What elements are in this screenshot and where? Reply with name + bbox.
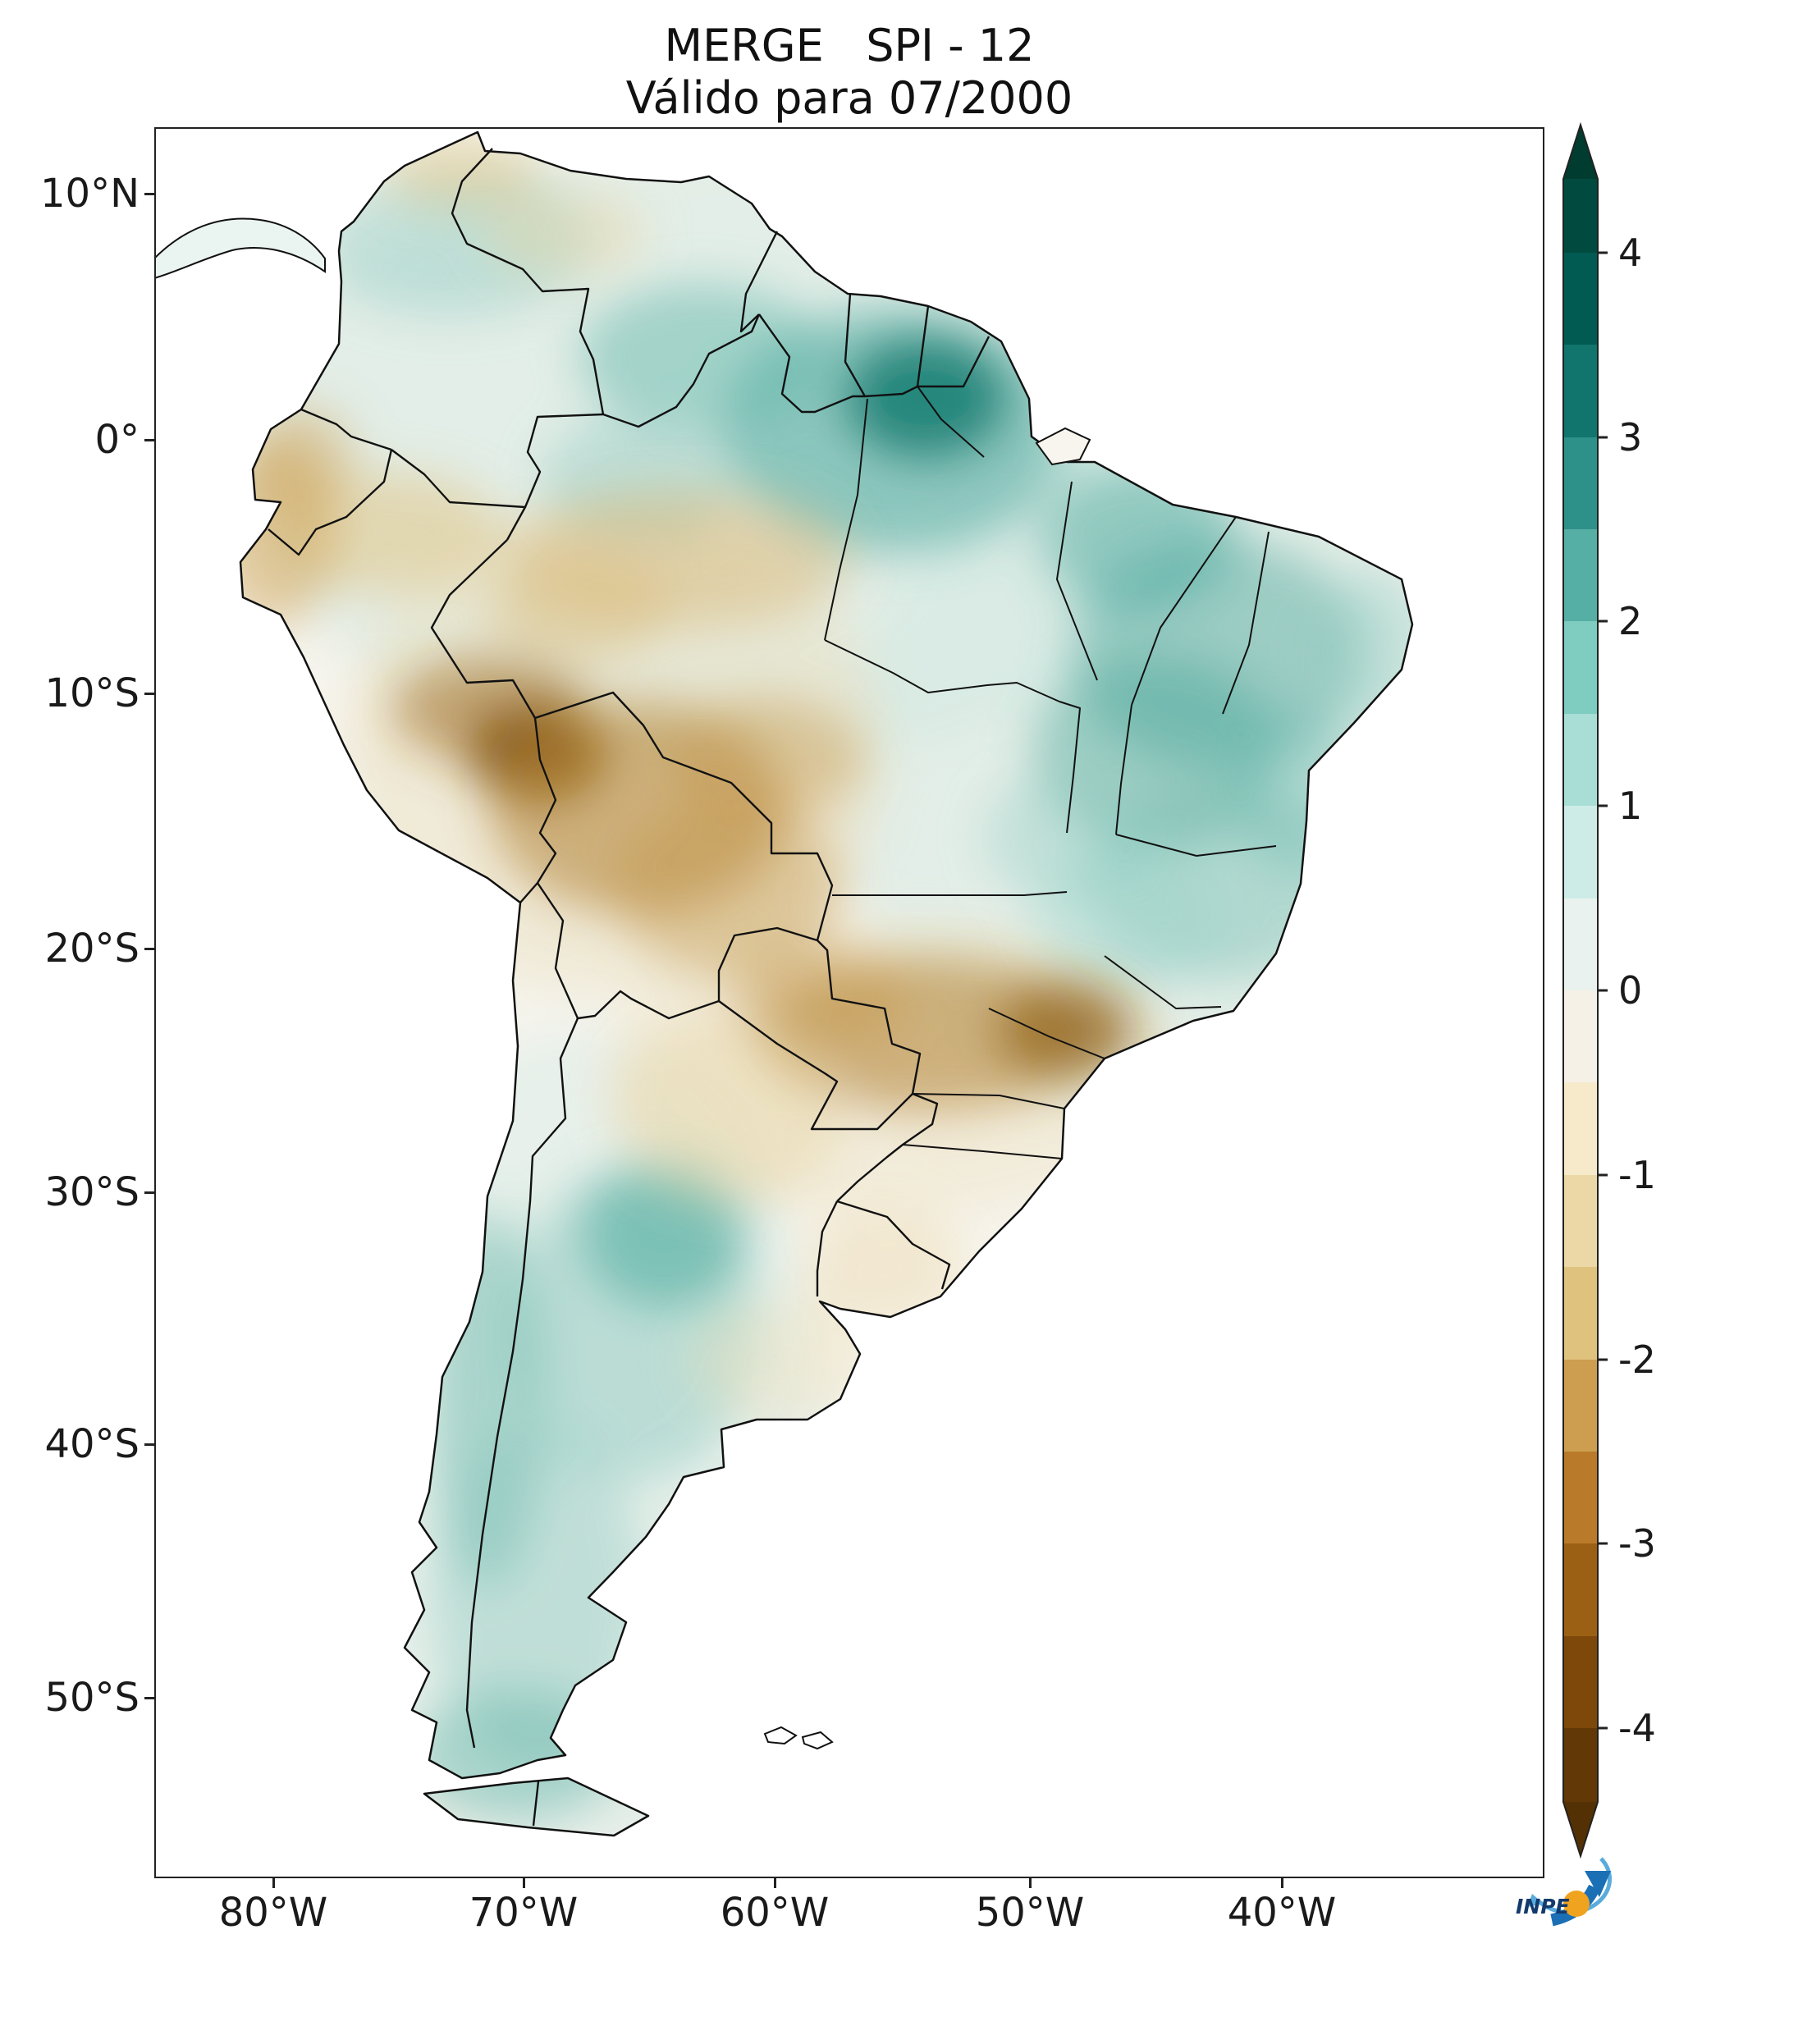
colorbar-tick-label: 3 <box>1618 415 1643 460</box>
colorbar-tick-label: -4 <box>1618 1706 1656 1750</box>
x-tick-label: 40°W <box>1227 1890 1337 1936</box>
colorbar-tick-label: -3 <box>1618 1521 1656 1566</box>
spi-colorbar <box>1562 121 1608 1859</box>
colorbar-tick-label: -2 <box>1618 1338 1656 1382</box>
y-tick-label: 50°S <box>44 1675 140 1721</box>
figure-subtitle: Válido para 07/2000 <box>625 72 1073 124</box>
panama-isthmus <box>154 217 326 280</box>
y-tick-mark <box>144 948 154 950</box>
falkland-islands <box>763 1726 834 1750</box>
x-tick-mark <box>1029 1878 1032 1888</box>
y-tick-mark <box>144 439 154 441</box>
x-tick-mark <box>774 1878 776 1888</box>
x-tick-mark <box>272 1878 275 1888</box>
y-tick-label: 10°S <box>44 670 140 716</box>
y-tick-label: 40°S <box>44 1421 140 1467</box>
y-tick-mark <box>144 1443 154 1446</box>
map-axes: INPE <box>154 127 1613 1927</box>
swoosh-arrowhead <box>1585 1871 1611 1897</box>
south-america-map <box>154 127 1544 1878</box>
colorbar-tick-marks <box>1598 251 1608 1730</box>
colorbar-tick-label: 1 <box>1618 784 1643 828</box>
y-tick-label: 0° <box>94 417 140 463</box>
y-tick-mark <box>144 1191 154 1194</box>
x-tick-label: 70°W <box>469 1890 579 1936</box>
x-tick-label: 50°W <box>975 1890 1085 1936</box>
x-tick-mark <box>523 1878 525 1888</box>
inpe-logo: INPE <box>1516 1857 1613 1927</box>
y-tick-mark <box>144 693 154 695</box>
colorbar-tick-label: -1 <box>1618 1153 1656 1197</box>
x-tick-label: 80°W <box>218 1890 328 1936</box>
x-tick-mark <box>1281 1878 1283 1888</box>
figure-title: MERGE SPI - 12 <box>664 20 1035 71</box>
inpe-logo-text: INPE <box>1516 1895 1570 1918</box>
dry-anomalies <box>240 135 1137 1424</box>
state-borders <box>824 386 1277 1159</box>
colorbar-outline <box>1562 121 1599 1859</box>
colorbar-tick-label: 2 <box>1618 599 1643 643</box>
y-tick-mark <box>144 193 154 195</box>
axes-frame-border <box>154 127 1544 1878</box>
spi-anomaly-field <box>240 135 1412 1836</box>
x-tick-label: 60°W <box>720 1890 830 1936</box>
country-borders <box>268 148 991 1827</box>
y-tick-label: 10°N <box>40 171 140 217</box>
orbit-arrowhead <box>1527 1894 1544 1907</box>
y-tick-mark <box>144 1697 154 1699</box>
y-tick-label: 30°S <box>44 1169 140 1215</box>
marajo-island <box>1035 427 1091 466</box>
y-tick-label: 20°S <box>44 926 140 972</box>
colorbar-tick-label: 0 <box>1618 968 1643 1013</box>
colorbar-tick-label: 4 <box>1618 231 1643 275</box>
orange-globe <box>1563 1891 1590 1917</box>
